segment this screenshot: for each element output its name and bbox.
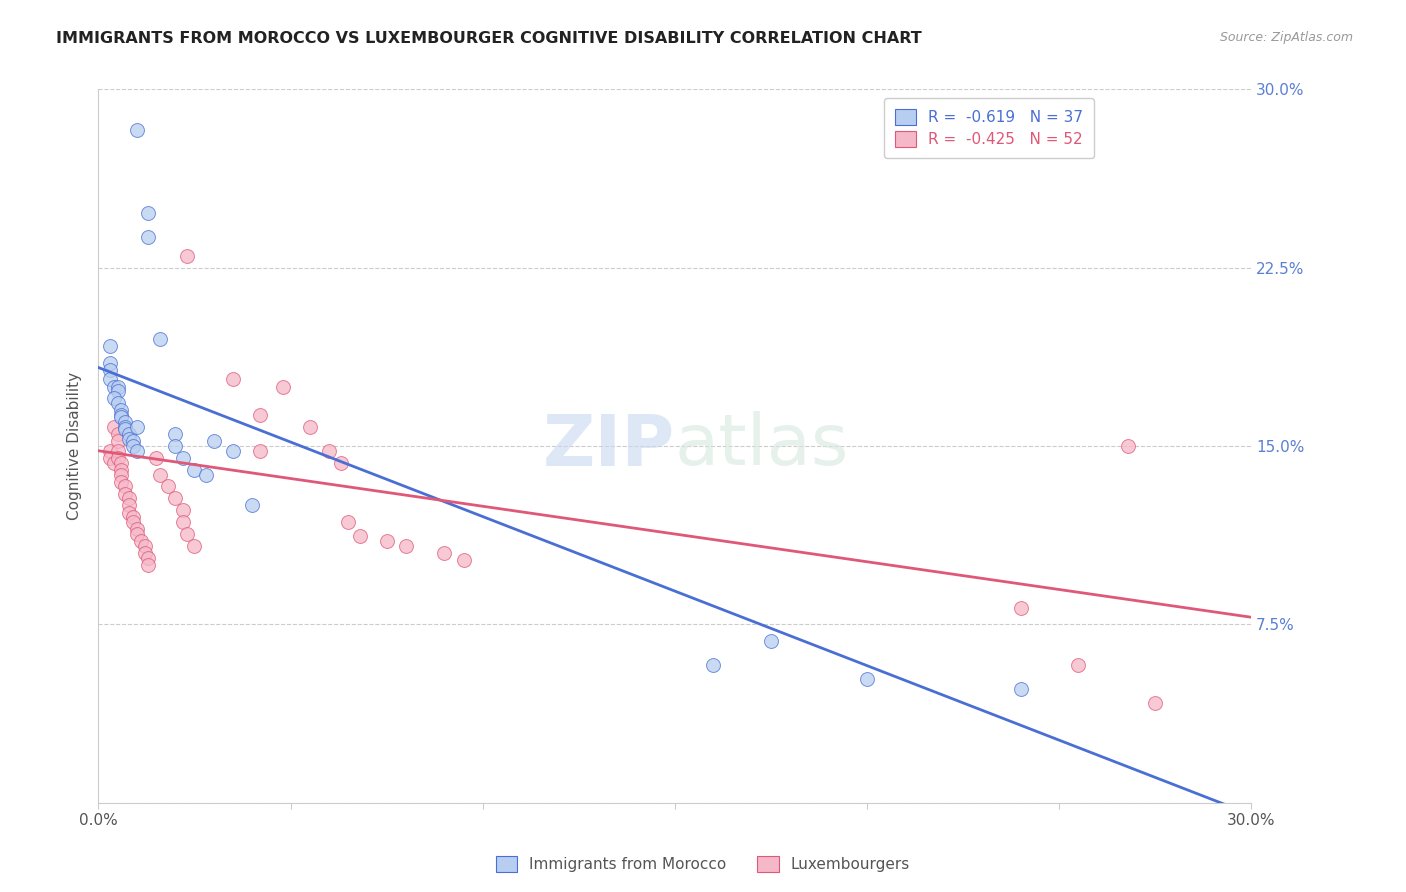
Point <box>222 372 245 386</box>
Point <box>103 420 125 434</box>
Point <box>349 529 371 543</box>
Point <box>318 443 340 458</box>
Point <box>433 546 456 560</box>
Point <box>271 379 294 393</box>
Point <box>118 427 141 442</box>
Point <box>110 408 132 422</box>
Point <box>103 379 125 393</box>
Point <box>107 396 129 410</box>
Point <box>98 372 121 386</box>
Point <box>114 415 136 429</box>
Point <box>149 332 172 346</box>
Point <box>145 450 167 465</box>
Point <box>107 434 129 449</box>
Point <box>118 506 141 520</box>
Point <box>110 403 132 417</box>
Point <box>856 672 879 686</box>
Point <box>114 479 136 493</box>
Point <box>1118 439 1140 453</box>
Point <box>329 456 352 470</box>
Point <box>107 384 129 399</box>
Point <box>453 553 475 567</box>
Point <box>149 467 172 482</box>
Point <box>125 443 148 458</box>
Point <box>122 439 145 453</box>
Text: Source: ZipAtlas.com: Source: ZipAtlas.com <box>1219 31 1353 45</box>
Point <box>138 550 160 565</box>
Point <box>125 527 148 541</box>
Point <box>1010 681 1032 696</box>
Y-axis label: Cognitive Disability: Cognitive Disability <box>67 372 83 520</box>
Point <box>98 443 121 458</box>
Point <box>156 479 179 493</box>
Text: IMMIGRANTS FROM MOROCCO VS LUXEMBOURGER COGNITIVE DISABILITY CORRELATION CHART: IMMIGRANTS FROM MOROCCO VS LUXEMBOURGER … <box>56 31 922 46</box>
Point <box>395 539 418 553</box>
Point <box>183 463 205 477</box>
Point <box>172 515 194 529</box>
Point <box>249 443 271 458</box>
Point <box>103 456 125 470</box>
Point <box>110 475 132 489</box>
Point <box>375 534 398 549</box>
Point <box>240 499 263 513</box>
Point <box>107 379 129 393</box>
Point <box>110 463 132 477</box>
Point <box>176 527 198 541</box>
Point <box>172 450 194 465</box>
Point <box>222 443 245 458</box>
Point <box>98 363 121 377</box>
Point <box>165 439 187 453</box>
Text: atlas: atlas <box>675 411 849 481</box>
Point <box>702 657 724 672</box>
Point <box>134 546 156 560</box>
Point <box>165 427 187 442</box>
Point <box>298 420 321 434</box>
Point <box>98 356 121 370</box>
Point <box>1010 600 1032 615</box>
Point <box>122 510 145 524</box>
Point <box>114 422 136 436</box>
Point <box>183 539 205 553</box>
Point <box>138 206 160 220</box>
Point <box>125 522 148 536</box>
Point <box>118 491 141 506</box>
Point <box>172 503 194 517</box>
Text: ZIP: ZIP <box>543 411 675 481</box>
Point <box>249 408 271 422</box>
Point <box>107 443 129 458</box>
Point <box>138 558 160 572</box>
Point <box>176 249 198 263</box>
Point <box>110 410 132 425</box>
Point <box>195 467 218 482</box>
Point <box>110 467 132 482</box>
Point <box>138 229 160 244</box>
Point <box>118 499 141 513</box>
Point <box>165 491 187 506</box>
Point <box>107 450 129 465</box>
Point <box>337 515 360 529</box>
Point <box>98 450 121 465</box>
Point <box>125 122 148 136</box>
Point <box>1144 696 1167 710</box>
Legend: R =  -0.619   N = 37, R =  -0.425   N = 52: R = -0.619 N = 37, R = -0.425 N = 52 <box>884 98 1094 158</box>
Point <box>122 434 145 449</box>
Point <box>107 427 129 442</box>
Point <box>110 456 132 470</box>
Point <box>125 420 148 434</box>
Point <box>98 339 121 353</box>
Point <box>122 515 145 529</box>
Point <box>1067 657 1090 672</box>
Point <box>134 539 156 553</box>
Point <box>103 392 125 406</box>
Point <box>759 634 782 648</box>
Point <box>129 534 152 549</box>
Legend: Immigrants from Morocco, Luxembourgers: Immigrants from Morocco, Luxembourgers <box>488 848 918 880</box>
Point <box>202 434 225 449</box>
Point <box>114 420 136 434</box>
Point <box>118 432 141 446</box>
Point <box>114 486 136 500</box>
